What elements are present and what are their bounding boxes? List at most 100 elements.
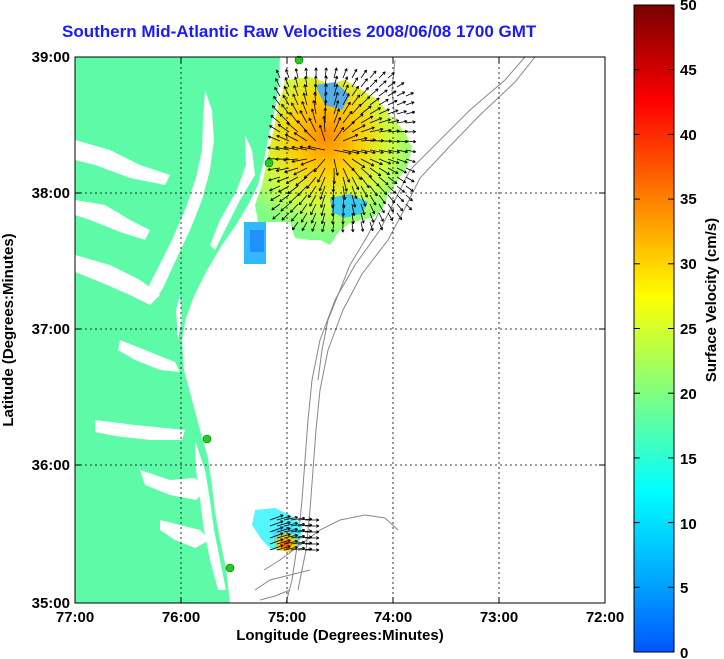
velocity-arrow xyxy=(351,149,368,155)
velocity-arrow xyxy=(360,176,370,189)
velocity-arrow xyxy=(351,212,355,225)
velocity-arrow xyxy=(351,68,358,79)
velocity-arrow xyxy=(396,149,408,154)
velocity-arrow xyxy=(269,514,284,521)
velocity-arrow xyxy=(324,91,328,106)
velocity-arrow xyxy=(351,124,366,133)
velocity-arrow xyxy=(351,176,360,191)
velocity-arrow xyxy=(322,115,326,133)
velocity-arrow xyxy=(284,134,299,142)
velocity-arrow xyxy=(269,526,284,533)
velocity-arrow xyxy=(342,176,348,192)
velocity-arrow xyxy=(396,176,407,184)
velocity-arrow xyxy=(311,108,317,124)
velocity-arrow xyxy=(405,120,416,124)
velocity-arrow xyxy=(396,203,404,212)
velocity-arrow xyxy=(283,533,298,539)
velocity-arrow xyxy=(269,538,284,545)
y-tick-label: 39:00 xyxy=(32,49,70,66)
velocity-arrow xyxy=(396,194,405,203)
velocity-arrow xyxy=(283,515,298,521)
velocity-arrow xyxy=(405,149,417,154)
velocity-arrow xyxy=(369,158,383,166)
velocity-arrow xyxy=(292,221,299,231)
velocity-arrow xyxy=(369,176,380,187)
velocity-arrow xyxy=(293,132,308,142)
axis-ticks xyxy=(74,56,606,604)
velocity-arrow xyxy=(319,185,326,200)
velocity-arrow xyxy=(333,149,352,155)
velocity-arrow xyxy=(267,135,281,142)
velocity-arrow xyxy=(324,67,328,79)
velocity-arrow xyxy=(360,221,365,232)
velocity-arrow xyxy=(319,124,326,142)
velocity-arrow xyxy=(396,167,407,174)
y-tick-label: 36:00 xyxy=(32,457,70,474)
velocity-arrow xyxy=(299,203,308,215)
velocity-arrow xyxy=(303,84,308,97)
velocity-arrow xyxy=(405,167,416,173)
velocity-arrow xyxy=(283,527,298,533)
velocity-arrow xyxy=(342,101,351,115)
velocity-arrow xyxy=(378,176,389,186)
velocity-arrow xyxy=(276,545,291,551)
velocity-arrow xyxy=(342,167,350,183)
velocity-arrow xyxy=(341,221,345,233)
velocity-arrow xyxy=(310,212,317,224)
colorbar-tick-label: 20 xyxy=(680,386,697,403)
velocity-arrow xyxy=(405,110,416,115)
velocity-arrow xyxy=(405,101,415,106)
velocity-arrow xyxy=(396,110,407,115)
velocity-arrow xyxy=(283,158,299,162)
velocity-arrow xyxy=(301,221,308,232)
velocity-arrow xyxy=(269,544,284,551)
velocity-arrow xyxy=(360,87,369,97)
velocity-arrow xyxy=(333,108,340,124)
velocity-arrow xyxy=(269,520,284,527)
velocity-arrow xyxy=(351,185,358,199)
velocity-arrow xyxy=(396,119,408,124)
velocity-arrow xyxy=(387,203,394,213)
velocity-arrow xyxy=(320,212,326,225)
velocity-arrow xyxy=(396,100,407,106)
velocity-arrow xyxy=(387,212,394,222)
velocity-arrow xyxy=(312,100,317,115)
velocity-arrow xyxy=(275,78,281,88)
radar-stations xyxy=(202,55,304,573)
velocity-arrow xyxy=(342,68,348,79)
velocity-arrow xyxy=(369,167,382,177)
velocity-arrow xyxy=(351,77,358,88)
velocity-arrow xyxy=(369,97,380,106)
velocity-arrow xyxy=(369,203,376,215)
velocity-arrow xyxy=(305,536,320,540)
velocity-arrow xyxy=(280,203,290,212)
velocity-arrow xyxy=(333,100,340,115)
velocity-arrow xyxy=(275,157,290,161)
y-axis-label: Latitude (Degrees:Minutes) xyxy=(0,233,17,426)
velocity-arrow xyxy=(305,518,320,522)
station-marker xyxy=(225,563,235,573)
velocity-arrow xyxy=(283,539,298,545)
velocity-arrow xyxy=(313,158,326,173)
velocity-arrow xyxy=(360,115,374,124)
velocity-arrow xyxy=(405,185,414,192)
velocity-arrow xyxy=(276,539,291,545)
velocity-arrow xyxy=(295,176,308,187)
velocity-arrow xyxy=(286,122,299,133)
colorbar-tick-label: 0 xyxy=(680,645,688,659)
velocity-arrow xyxy=(273,95,281,106)
velocity-field-north xyxy=(255,77,412,245)
velocity-arrow xyxy=(405,176,415,183)
velocity-arrow xyxy=(269,532,284,539)
colorbar-tick-label: 30 xyxy=(680,256,697,273)
velocity-arrow xyxy=(360,203,366,216)
velocity-arrow xyxy=(276,527,291,533)
velocity-arrow xyxy=(396,158,408,164)
velocity-arrow xyxy=(387,149,400,154)
velocity-arrow xyxy=(333,67,338,79)
velocity-arrow xyxy=(281,103,290,115)
velocity-arrow xyxy=(396,82,405,88)
velocity-arrow xyxy=(276,533,291,539)
velocity-arrow xyxy=(311,221,317,232)
velocity-arrow xyxy=(360,105,372,115)
